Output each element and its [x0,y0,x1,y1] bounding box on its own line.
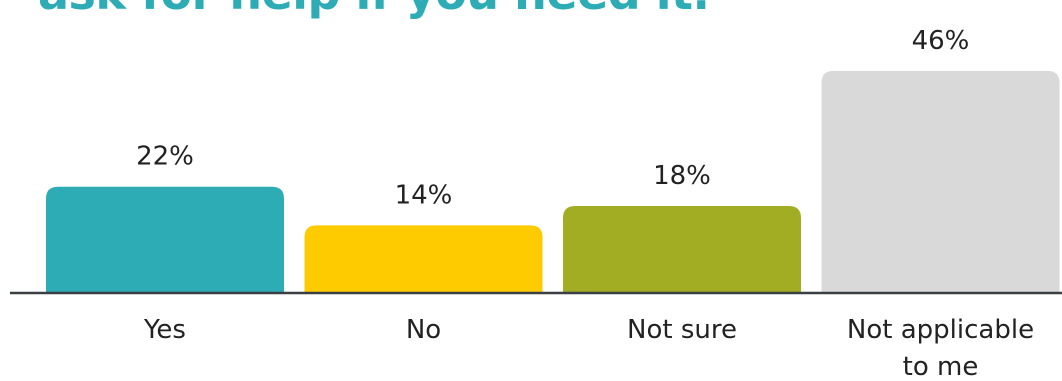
category-label: Yes [143,315,186,345]
category-label: No [406,315,441,345]
value-label: 18% [653,161,711,191]
value-labels-group: 22% 14% 18% 46% [136,26,969,211]
bar-not-applicable-to-me [821,70,1060,293]
chart-title: ask for help if you need it. [38,0,710,20]
bar-yes [46,186,284,293]
bars-group [46,70,1060,293]
value-label: 14% [395,180,453,210]
value-label: 22% [136,142,194,172]
bar-no [304,225,543,293]
value-label: 46% [912,26,970,56]
category-label: Not applicable to me [847,315,1034,381]
bar-not-sure [563,206,801,293]
category-labels-group: Yes No Not sure Not applicable to me [143,315,1034,381]
category-label: Not sure [627,315,737,345]
